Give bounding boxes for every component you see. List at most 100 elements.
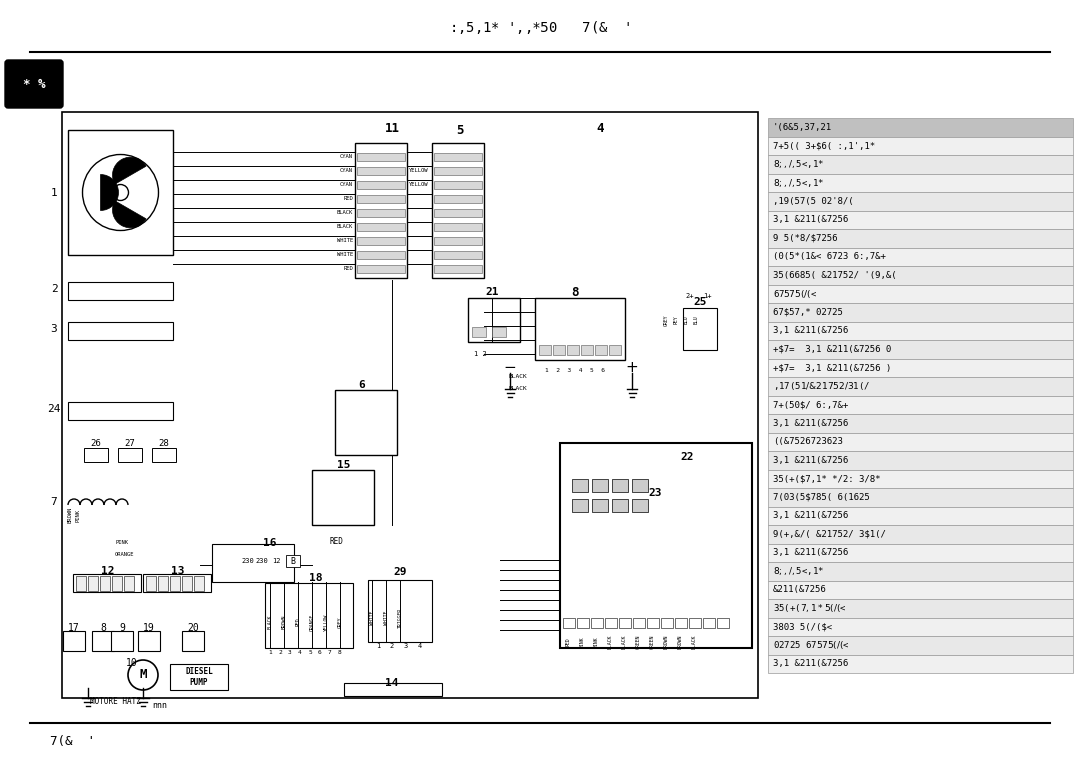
- Text: 1: 1: [51, 187, 57, 198]
- Text: 12: 12: [102, 566, 114, 576]
- Text: 20: 20: [187, 623, 199, 633]
- Bar: [661, 618, 673, 628]
- Text: MOTORE HATZ: MOTORE HATZ: [90, 698, 140, 706]
- Text: $8;,/,$5<,1*: $8;,/,$5<,1*: [773, 158, 824, 170]
- Text: WHITE: WHITE: [383, 611, 389, 626]
- Bar: [768, 396, 1074, 414]
- Text: 6: 6: [359, 380, 365, 390]
- Bar: [468, 298, 519, 342]
- Text: 1: 1: [268, 649, 272, 654]
- Text: nnn: nnn: [152, 702, 167, 711]
- Bar: [434, 195, 482, 203]
- Bar: [683, 308, 717, 350]
- Wedge shape: [112, 158, 146, 184]
- Bar: [768, 340, 1074, 358]
- Wedge shape: [100, 174, 119, 211]
- Text: :,5,1* ',,$*5$0   7(&  ': :,5,1* ',,$*5$0 7(& ': [449, 20, 631, 37]
- Text: 67$57,* 02725: 67$57,* 02725: [773, 307, 842, 317]
- Text: 24: 24: [48, 404, 60, 414]
- Text: 12: 12: [272, 558, 280, 564]
- Text: 7(&  ': 7(& ': [50, 735, 95, 749]
- Text: 2: 2: [279, 649, 282, 654]
- Text: 8: 8: [100, 623, 106, 633]
- Bar: [111, 631, 133, 651]
- Text: 8: 8: [571, 285, 579, 298]
- Text: 19: 19: [144, 623, 154, 633]
- Text: GREY: GREY: [337, 616, 342, 628]
- Text: * %: * %: [23, 78, 45, 91]
- Text: 22: 22: [680, 452, 693, 462]
- Text: TRIGGER: TRIGGER: [397, 608, 403, 628]
- Text: ,17(51$/ &21752/ 3$1(/: ,17(51$/ &21752/ 3$1(/: [773, 380, 870, 392]
- Bar: [212, 544, 294, 582]
- Bar: [194, 576, 204, 591]
- Bar: [265, 583, 353, 648]
- Bar: [434, 251, 482, 259]
- Bar: [434, 237, 482, 245]
- Text: GREEN: GREEN: [635, 635, 640, 649]
- Bar: [434, 223, 482, 231]
- Text: BROWN: BROWN: [663, 635, 669, 649]
- Bar: [312, 470, 374, 525]
- Bar: [619, 618, 631, 628]
- Bar: [768, 358, 1074, 377]
- Text: 28: 28: [159, 440, 170, 448]
- Text: +$7=  3,1 &211(&7256 ): +$7= 3,1 &211(&7256 ): [773, 363, 891, 372]
- Bar: [100, 576, 110, 591]
- Text: BLACK: BLACK: [268, 615, 272, 629]
- Text: WHITE: WHITE: [337, 238, 353, 244]
- Bar: [605, 618, 617, 628]
- Text: 3,1 &211(&7256: 3,1 &211(&7256: [773, 326, 848, 336]
- Bar: [768, 599, 1074, 617]
- Text: 9: 9: [119, 623, 125, 633]
- Text: PINK: PINK: [594, 636, 598, 648]
- Text: 5: 5: [456, 123, 463, 136]
- Bar: [357, 223, 405, 231]
- Text: 7+(50$/ 6:,7&+: 7+(50$/ 6:,7&+: [773, 400, 848, 409]
- Text: 2+: 2+: [686, 293, 694, 299]
- Text: 230: 230: [256, 558, 268, 564]
- Text: REY: REY: [674, 316, 678, 324]
- Text: 23: 23: [648, 488, 662, 498]
- Bar: [355, 143, 407, 278]
- Bar: [357, 265, 405, 273]
- Bar: [768, 174, 1074, 192]
- Text: BLACK: BLACK: [337, 224, 353, 230]
- Bar: [768, 229, 1074, 247]
- Bar: [612, 479, 627, 492]
- Text: BLU: BLU: [693, 316, 699, 324]
- Bar: [434, 181, 482, 189]
- Text: BLU: BLU: [684, 316, 689, 324]
- Text: 3,1 &211(&7256: 3,1 &211(&7256: [773, 548, 848, 557]
- Bar: [68, 322, 173, 340]
- Bar: [768, 321, 1074, 340]
- Bar: [152, 448, 176, 462]
- Text: BLACK: BLACK: [607, 635, 612, 649]
- Text: +$7=  3,1 &211(&7256 0: +$7= 3,1 &211(&7256 0: [773, 345, 891, 354]
- Bar: [357, 237, 405, 245]
- Text: 3,1 &211(&7256: 3,1 &211(&7256: [773, 419, 848, 428]
- Bar: [768, 581, 1074, 599]
- Bar: [567, 345, 579, 355]
- Text: 8: 8: [338, 649, 342, 654]
- Bar: [768, 636, 1074, 654]
- Text: 13: 13: [172, 566, 185, 576]
- Bar: [146, 576, 156, 591]
- Text: 3: 3: [288, 649, 292, 654]
- Bar: [357, 195, 405, 203]
- Bar: [768, 654, 1074, 673]
- Text: RED: RED: [343, 196, 353, 202]
- Bar: [434, 265, 482, 273]
- Text: −: −: [503, 361, 516, 375]
- Text: WHITE: WHITE: [369, 611, 375, 626]
- Text: 230: 230: [242, 558, 255, 564]
- Text: 1+: 1+: [703, 293, 712, 299]
- Text: 21: 21: [485, 287, 499, 297]
- Text: $8;,/,$5<,1*: $8;,/,$5<,1*: [773, 565, 824, 578]
- Bar: [595, 345, 607, 355]
- Text: BROWN: BROWN: [677, 635, 683, 649]
- Bar: [768, 192, 1074, 211]
- Text: ORANGE: ORANGE: [114, 552, 135, 556]
- Text: B: B: [291, 556, 296, 565]
- Bar: [87, 576, 98, 591]
